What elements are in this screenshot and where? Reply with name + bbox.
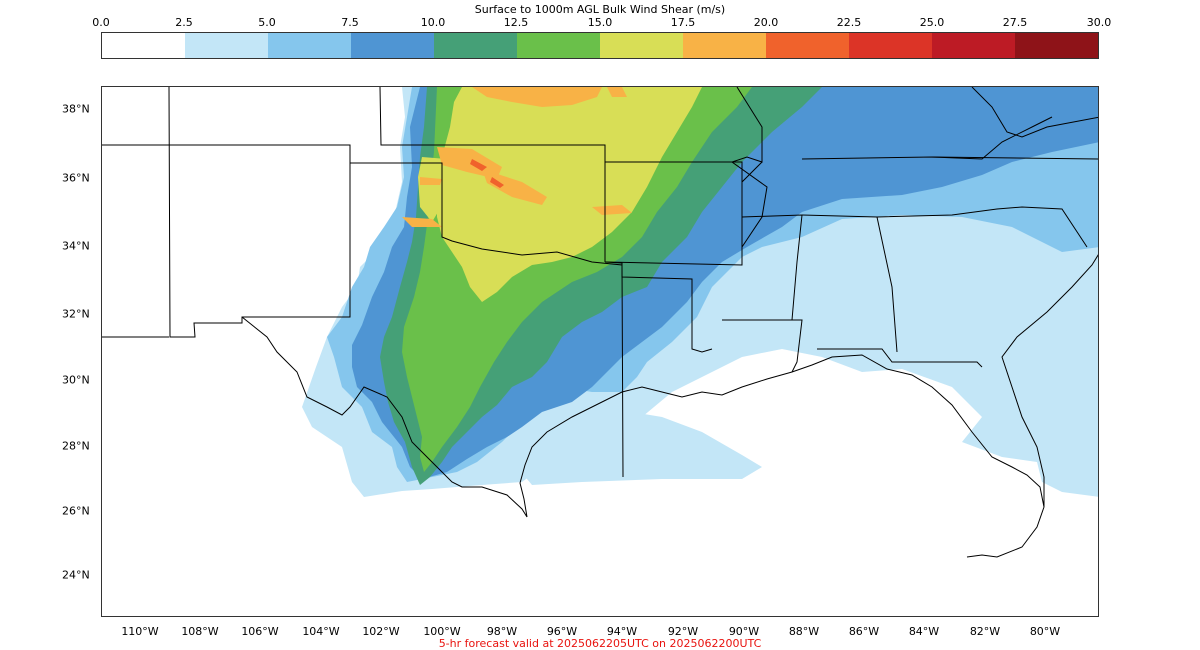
shade-light-blue-florida — [1002, 327, 1098, 482]
latitude-label: 36°N — [62, 171, 90, 185]
boundary-line — [379, 87, 606, 262]
boundary-line — [168, 87, 624, 478]
longitude-label: 80°W — [1029, 625, 1061, 638]
colorbar-swatch — [683, 33, 766, 58]
latitude-label: 32°N — [62, 307, 90, 321]
colorbar-swatch — [932, 33, 1015, 58]
wind-shear-shading — [302, 87, 1098, 497]
colorbar-swatch — [185, 33, 268, 58]
shade-orange-cells — [402, 87, 632, 227]
latitude-label: 24°N — [62, 568, 90, 582]
colorbar-title: Surface to 1000m AGL Bulk Wind Shear (m/… — [474, 3, 726, 16]
colorbar-tick: 20.0 — [753, 16, 779, 29]
boundary-line — [817, 348, 983, 368]
colorbar-swatch — [517, 33, 600, 58]
longitude-label: 96°W — [546, 625, 578, 638]
boundary-line — [876, 206, 1088, 248]
boundary-line — [801, 214, 898, 353]
colorbar-swatch — [102, 33, 185, 58]
colorbar-swatch — [434, 33, 517, 58]
longitude-label: 102°W — [362, 625, 400, 638]
boundary-line — [931, 116, 1053, 160]
shade-yellow — [437, 87, 702, 302]
wind-shear-map — [102, 87, 1098, 558]
colorbar-swatch — [600, 33, 683, 58]
longitude-label: 92°W — [667, 625, 699, 638]
longitude-label: 94°W — [606, 625, 638, 638]
colorbar-swatch — [1015, 33, 1098, 58]
shade-orange — [472, 87, 602, 107]
shade-light-blue-gulf — [517, 407, 762, 485]
longitude-label: 106°W — [241, 625, 279, 638]
shade-yellow-west — [418, 157, 447, 222]
boundary-line — [741, 214, 803, 321]
longitude-label: 104°W — [302, 625, 340, 638]
forecast-valid-caption: 5-hr forecast valid at 2025062205UTC on … — [438, 637, 762, 650]
latitude-label: 30°N — [62, 373, 90, 387]
colorbar-tick: 25.0 — [919, 16, 945, 29]
colorbar-tick: 15.0 — [587, 16, 613, 29]
shade-red-cells — [470, 159, 504, 188]
longitude-label: 82°W — [969, 625, 1001, 638]
longitude-label: 108°W — [181, 625, 219, 638]
colorbar-tick: 0.0 — [92, 16, 110, 29]
boundary-line — [102, 144, 351, 163]
latitude-label: 34°N — [62, 239, 90, 253]
boundary-line — [722, 319, 803, 373]
longitude-label: 88°W — [788, 625, 820, 638]
boundary-line — [1001, 254, 1098, 507]
colorbar-tick: 17.5 — [670, 16, 696, 29]
longitude-label: 98°W — [486, 625, 518, 638]
colorbar-swatch — [849, 33, 932, 58]
colorbar-tick: 7.5 — [341, 16, 359, 29]
colorbar-swatch — [351, 33, 434, 58]
boundary-line — [971, 87, 1098, 138]
latitude-label: 38°N — [62, 102, 90, 116]
colorbar-tick: 30.0 — [1086, 16, 1112, 29]
colorbar-swatch — [268, 33, 351, 58]
longitude-label: 86°W — [848, 625, 880, 638]
map-frame — [101, 86, 1099, 617]
boundary-line — [241, 316, 528, 518]
colorbar — [101, 32, 1099, 59]
latitude-label: 26°N — [62, 504, 90, 518]
longitude-label: 110°W — [121, 625, 159, 638]
colorbar-tick: 10.0 — [420, 16, 446, 29]
longitude-label: 84°W — [908, 625, 940, 638]
colorbar-tick: 27.5 — [1002, 16, 1028, 29]
longitude-label: 90°W — [728, 625, 760, 638]
boundary-line — [519, 354, 1045, 558]
colorbar-tick: 2.5 — [175, 16, 193, 29]
state-boundaries — [102, 87, 1098, 558]
boundary-line — [604, 261, 713, 353]
longitude-label: 100°W — [423, 625, 461, 638]
boundary-line — [741, 161, 763, 265]
colorbar-tick: 5.0 — [258, 16, 276, 29]
colorbar-swatch — [766, 33, 849, 58]
colorbar-tick: 12.5 — [503, 16, 529, 29]
colorbar-tick: 22.5 — [836, 16, 862, 29]
latitude-label: 28°N — [62, 439, 90, 453]
